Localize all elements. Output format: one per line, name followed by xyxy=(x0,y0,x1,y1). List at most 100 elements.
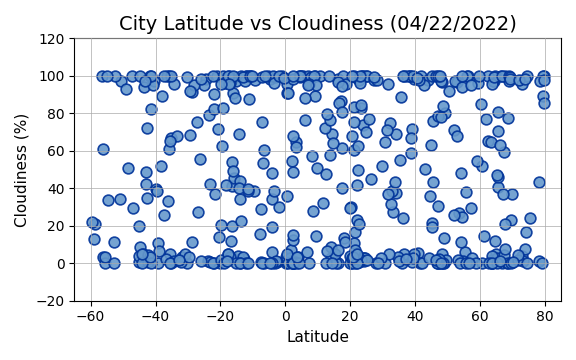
Point xyxy=(219,105,228,111)
Point xyxy=(278,73,287,79)
Point xyxy=(355,80,364,85)
Point xyxy=(433,113,442,119)
Point xyxy=(457,214,466,220)
Point xyxy=(283,193,292,199)
Point xyxy=(142,169,151,175)
Point xyxy=(305,81,314,87)
Point xyxy=(350,240,359,246)
Point xyxy=(289,169,298,175)
Point xyxy=(539,100,548,106)
Point xyxy=(406,150,415,156)
Point xyxy=(291,144,301,150)
Point xyxy=(491,73,500,79)
Point xyxy=(223,73,233,79)
Point xyxy=(488,81,497,87)
Point xyxy=(372,260,381,266)
Point xyxy=(307,153,316,159)
Point xyxy=(351,258,360,264)
Point xyxy=(355,221,364,226)
Point xyxy=(138,251,147,257)
Point xyxy=(288,260,297,266)
Point xyxy=(159,73,168,79)
Point xyxy=(353,182,362,188)
Point xyxy=(165,252,174,257)
Point xyxy=(362,73,372,79)
Point xyxy=(213,126,222,132)
Point xyxy=(281,258,290,264)
Point xyxy=(460,249,469,255)
Point xyxy=(434,73,443,79)
Point xyxy=(188,239,197,245)
Point xyxy=(350,119,359,125)
Point xyxy=(435,73,445,79)
Point xyxy=(270,80,279,85)
Point xyxy=(331,251,340,257)
Point xyxy=(355,259,364,265)
Point xyxy=(520,76,529,82)
Point xyxy=(288,134,297,139)
Point xyxy=(135,259,144,265)
Point xyxy=(217,257,226,262)
Point xyxy=(151,186,161,192)
Point xyxy=(450,78,460,84)
Point xyxy=(137,260,146,266)
Point xyxy=(457,239,466,245)
Point xyxy=(495,258,505,264)
Point xyxy=(235,178,244,184)
Point xyxy=(88,219,97,225)
Point xyxy=(488,253,497,258)
Point xyxy=(484,260,493,266)
Point xyxy=(275,73,284,79)
Point xyxy=(332,260,341,266)
Point xyxy=(392,132,401,138)
Point xyxy=(426,193,435,199)
Point xyxy=(380,260,389,266)
Point xyxy=(398,215,407,221)
Point xyxy=(437,251,446,257)
Point xyxy=(166,135,176,141)
Point xyxy=(457,170,466,175)
Point xyxy=(434,260,443,266)
Point xyxy=(134,253,143,259)
Point xyxy=(239,256,248,261)
Point xyxy=(153,188,162,194)
Point xyxy=(302,249,312,255)
Point xyxy=(487,260,497,266)
Point xyxy=(407,258,416,264)
Point xyxy=(256,260,266,265)
Point xyxy=(401,256,411,262)
Point xyxy=(517,81,526,87)
Point xyxy=(345,253,354,259)
Point xyxy=(245,73,255,79)
Point xyxy=(325,152,335,158)
Point xyxy=(471,260,480,266)
Point xyxy=(436,260,445,266)
Point xyxy=(502,260,511,266)
Point xyxy=(403,73,412,79)
Point xyxy=(503,76,513,81)
Point xyxy=(300,117,309,123)
Point xyxy=(310,73,319,79)
Point xyxy=(467,206,476,211)
Point xyxy=(370,75,379,80)
Point xyxy=(535,78,544,84)
Point xyxy=(257,260,267,266)
Point xyxy=(91,221,100,227)
Point xyxy=(415,260,425,266)
Point xyxy=(282,81,291,87)
Point xyxy=(358,73,367,79)
Point xyxy=(194,209,203,215)
Point xyxy=(165,260,175,266)
Point xyxy=(241,73,251,79)
Point xyxy=(406,73,415,79)
Point xyxy=(439,260,448,266)
Point xyxy=(156,163,165,169)
Point xyxy=(267,260,276,266)
Point xyxy=(509,260,518,265)
Point xyxy=(304,82,313,87)
Point xyxy=(436,114,445,120)
Point xyxy=(355,78,364,84)
Point xyxy=(172,133,181,139)
Point xyxy=(297,73,306,79)
Point xyxy=(535,179,544,185)
